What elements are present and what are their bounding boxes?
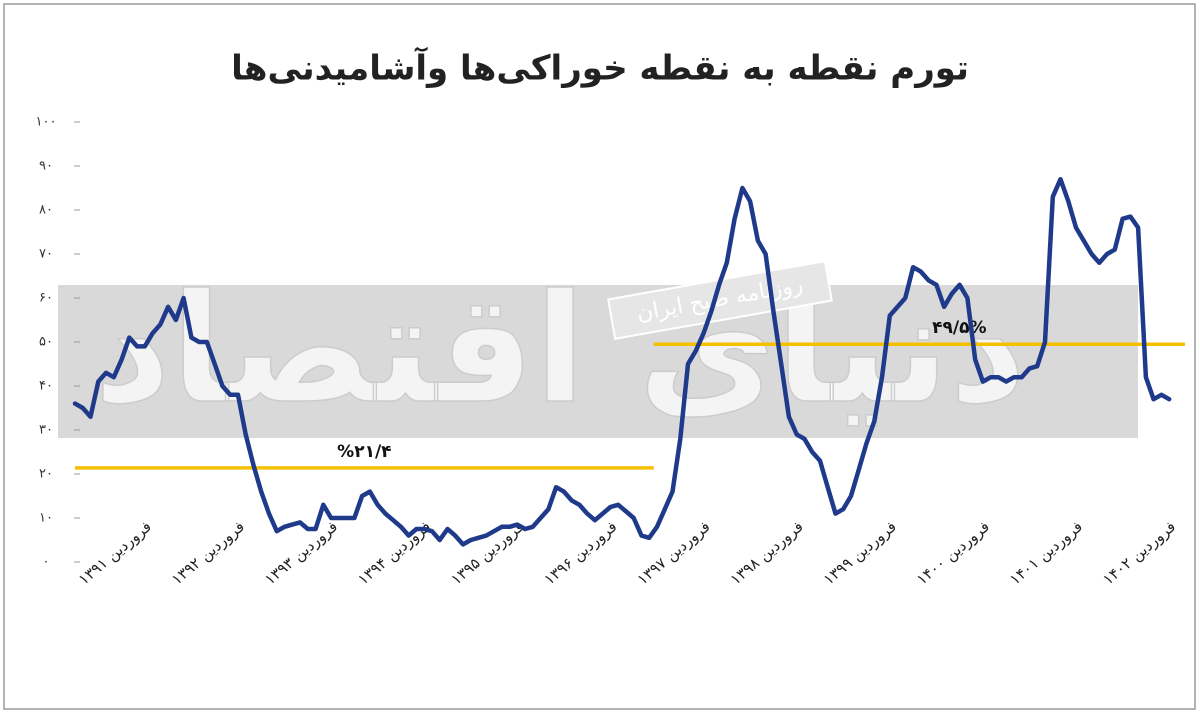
y-tick-label: ۳۰ xyxy=(39,423,53,438)
y-tick-label: ۹۰ xyxy=(39,159,53,174)
y-tick-label: ۴۰ xyxy=(39,379,53,394)
y-tick-label: ۶۰ xyxy=(39,291,53,306)
y-tick-label: ۲۰ xyxy=(39,467,53,482)
watermark-box xyxy=(607,260,833,340)
y-tick-label: ۸۰ xyxy=(39,203,53,218)
y-tick-label: ۱۰ xyxy=(39,511,53,526)
reference-label: %۲۱/۴ xyxy=(337,442,391,462)
reference-label: ۴۹/۵% xyxy=(932,318,986,338)
series-line xyxy=(72,176,1172,547)
y-tick-label: ۷۰ xyxy=(39,247,53,262)
y-tick-label: ۵۰ xyxy=(39,335,53,350)
y-tick-label: ۰ xyxy=(43,555,50,570)
watermark-logo: دنیای اقتصاد xyxy=(94,263,1027,437)
highlight-band xyxy=(58,285,1138,438)
y-tick-label: ۱۰۰ xyxy=(36,115,57,130)
chart-title: تورم نقطه به نقطه خوراکی‌ها وآشامیدنی‌ها xyxy=(231,47,969,89)
